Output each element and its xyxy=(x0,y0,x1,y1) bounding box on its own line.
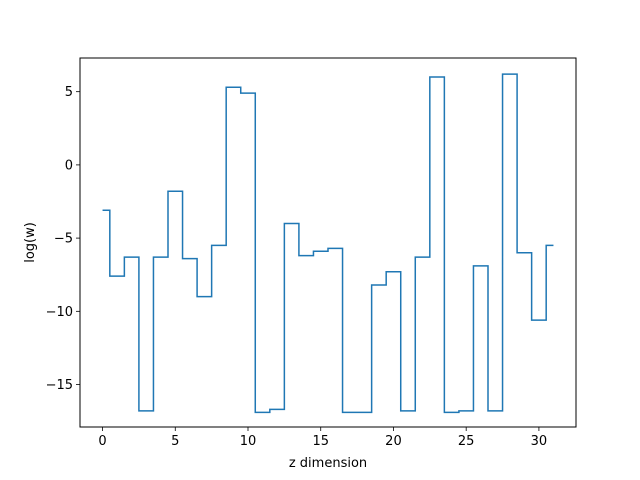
x-tick-label: 20 xyxy=(385,434,402,449)
y-ticks: −15 −10 −5 0 5 xyxy=(46,85,80,393)
plot-frame xyxy=(79,57,577,428)
y-tick-label: −10 xyxy=(46,305,73,320)
x-tick-label: 5 xyxy=(171,434,179,449)
x-tick-label: 15 xyxy=(312,434,329,449)
plot-layer xyxy=(102,73,554,414)
series-line-0 xyxy=(102,73,554,414)
x-tick-label: 10 xyxy=(240,434,257,449)
x-tick-label: 30 xyxy=(531,434,548,449)
x-ticks: 0 5 10 15 20 25 30 xyxy=(98,427,547,449)
y-axis-label: log(w) xyxy=(23,222,38,263)
x-tick-label: 25 xyxy=(458,434,475,449)
x-tick-label: 0 xyxy=(98,434,106,449)
x-axis-label: z dimension xyxy=(289,456,367,471)
y-tick-label: 0 xyxy=(65,158,73,173)
y-tick-label: −5 xyxy=(54,232,73,247)
y-tick-label: 5 xyxy=(65,85,73,100)
y-tick-label: −15 xyxy=(46,378,73,393)
